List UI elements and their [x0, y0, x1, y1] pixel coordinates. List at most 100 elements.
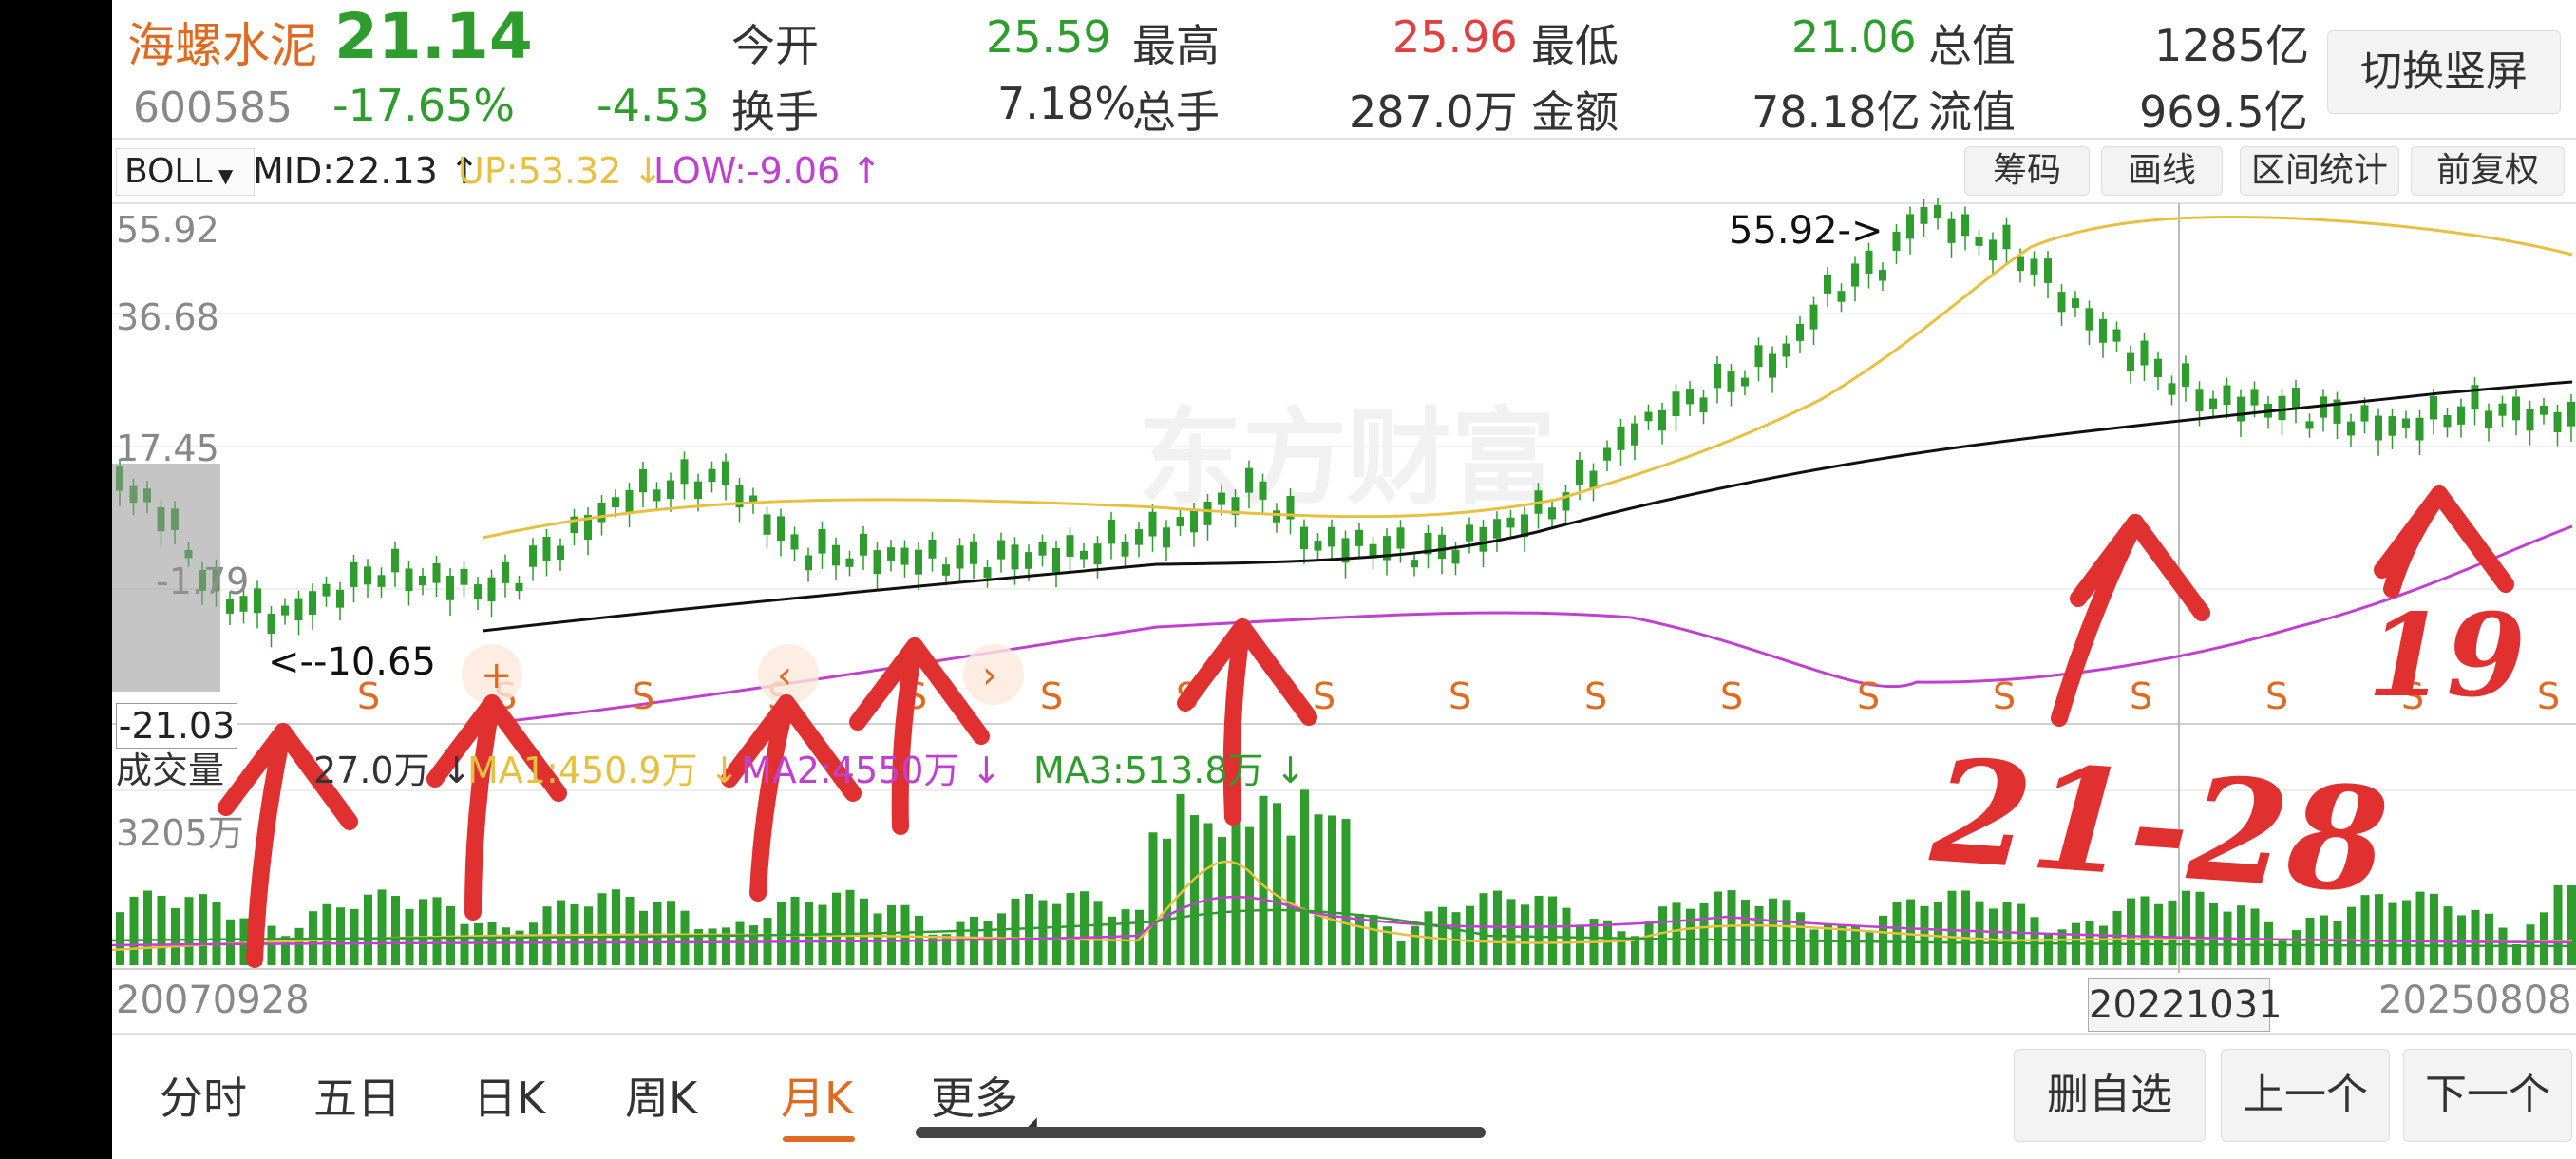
tab-weekly-k[interactable]: 周K	[625, 1073, 698, 1124]
candle-body	[309, 591, 316, 615]
tab-five-day[interactable]: 五日	[313, 1073, 401, 1124]
candle-body	[1479, 526, 1487, 552]
draw-line-button[interactable]: 画线	[2101, 146, 2223, 196]
candle-body	[2540, 405, 2548, 415]
candle-body	[1603, 447, 1611, 461]
crosshair-highlight	[112, 464, 220, 692]
volume-bar	[1961, 890, 1970, 965]
candle-body	[1052, 547, 1060, 573]
volume-bar	[2553, 885, 2563, 965]
volume-bar	[1341, 819, 1351, 965]
tab-more[interactable]: 更多	[931, 1073, 1018, 1124]
price-axis-label: 55.92	[116, 209, 219, 251]
candle-body	[1493, 519, 1501, 539]
volume-ma1-text: MA1:450.9万	[467, 750, 698, 791]
volume-bar	[184, 897, 194, 965]
volume-bar	[515, 930, 524, 965]
candle-body	[1644, 411, 1653, 422]
candle-body	[667, 480, 674, 500]
stat-value-turnover: 7.18%	[997, 78, 1137, 129]
horizontal-scrollbar[interactable]	[916, 1127, 1486, 1138]
candle-body	[2443, 414, 2452, 428]
candle-body	[1920, 206, 1928, 224]
volume-bar	[1176, 794, 1185, 965]
tab-daily-k[interactable]: 日K	[473, 1073, 546, 1124]
candle-body	[1328, 526, 1335, 547]
remove-watchlist-button[interactable]: 删自选	[2014, 1049, 2206, 1142]
candle-body	[2512, 396, 2520, 421]
stat-value-open: 25.59	[986, 11, 1111, 63]
candle-body	[2195, 389, 2204, 412]
previous-stock-button[interactable]: 上一个	[2221, 1049, 2390, 1142]
volume-bar	[860, 898, 868, 965]
candle-body	[1080, 550, 1088, 560]
candle-body	[2471, 385, 2479, 410]
volume-bar	[2402, 900, 2411, 965]
boll-up: UP:53.32 ↓	[458, 150, 663, 192]
date-start: 20070928	[116, 978, 310, 1022]
indicator-selector[interactable]: BOLL ▼	[116, 148, 255, 196]
adjust-price-button[interactable]: 前复权	[2411, 146, 2565, 196]
date-end: 20250808	[2378, 978, 2572, 1022]
candle-body	[777, 516, 785, 542]
candle-body	[2127, 352, 2134, 371]
boll-low-value: LOW:-9.06	[653, 150, 841, 192]
volume-bar	[2471, 909, 2480, 965]
volume-bar	[1796, 912, 1805, 965]
range-stats-button[interactable]: 区间统计	[2240, 146, 2399, 196]
signal-marker: S	[1993, 675, 2016, 717]
candle-body	[832, 544, 840, 566]
volume-bar	[1451, 912, 1461, 965]
signal-marker: S	[2537, 675, 2560, 717]
volume-bar	[364, 894, 372, 965]
candle-body	[1796, 323, 1804, 341]
signal-marker: S	[1857, 675, 1880, 717]
volume-bar	[267, 925, 276, 965]
volume-bar	[735, 922, 745, 965]
volume-ma2-text: MA2:4550万	[741, 750, 960, 791]
volume-value: 27.0万 ↓	[313, 750, 472, 791]
overlay-icon-button	[462, 644, 522, 705]
volume-bar	[1231, 805, 1241, 965]
tab-monthly-k[interactable]: 月K	[781, 1073, 854, 1124]
stat-label-total-cap: 总值	[1928, 20, 2016, 71]
candle-body	[1466, 524, 1473, 542]
candle-body	[1975, 238, 1983, 246]
stat-value-amount: 78.18亿	[1752, 86, 1921, 138]
stat-label-turnover: 换手	[731, 86, 819, 138]
kline-chart[interactable]: 东方财富SSSSSSSSSSSSSSSSS+‹›	[112, 0, 2576, 1159]
tab-intraday[interactable]: 分时	[160, 1073, 247, 1124]
volume-bar	[377, 889, 387, 965]
candle-body	[350, 561, 358, 587]
red-arrow	[891, 637, 923, 835]
candle-body	[1906, 214, 1914, 239]
signal-marker: S	[632, 675, 654, 717]
stat-label-float-cap: 流值	[1928, 86, 2016, 138]
candle-body	[680, 459, 689, 484]
overlay-icon-glyph: ›	[982, 654, 997, 697]
candle-body	[502, 561, 509, 583]
volume-bar	[322, 903, 331, 965]
volume-bar	[294, 927, 304, 965]
candle-body	[1066, 535, 1074, 557]
overlay-icon-button	[758, 644, 819, 705]
switch-portrait-button[interactable]: 切换竖屏	[2327, 30, 2561, 114]
volume-bar	[832, 892, 841, 965]
chips-button[interactable]: 筹码	[1964, 146, 2090, 196]
volume-bar	[1699, 902, 1709, 965]
candle-body	[487, 577, 496, 602]
volume-bar	[2347, 906, 2356, 965]
candle-body	[2388, 416, 2396, 436]
volume-bar	[1754, 906, 1764, 965]
volume-bar	[1809, 929, 1819, 965]
volume-bar	[226, 919, 235, 965]
volume-bar	[1534, 895, 1544, 965]
volume-bar	[2182, 890, 2190, 965]
next-stock-button[interactable]: 下一个	[2403, 1049, 2572, 1142]
candle-body	[1273, 510, 1280, 522]
stock-detail-screen: 东方财富SSSSSSSSSSSSSSSSS+‹› 海螺水泥 21.14 6005…	[112, 0, 2576, 1159]
candle-body	[2072, 298, 2079, 308]
change-amount: -4.53	[597, 80, 710, 131]
volume-bar	[1011, 898, 1020, 965]
candle-body	[2360, 405, 2369, 422]
